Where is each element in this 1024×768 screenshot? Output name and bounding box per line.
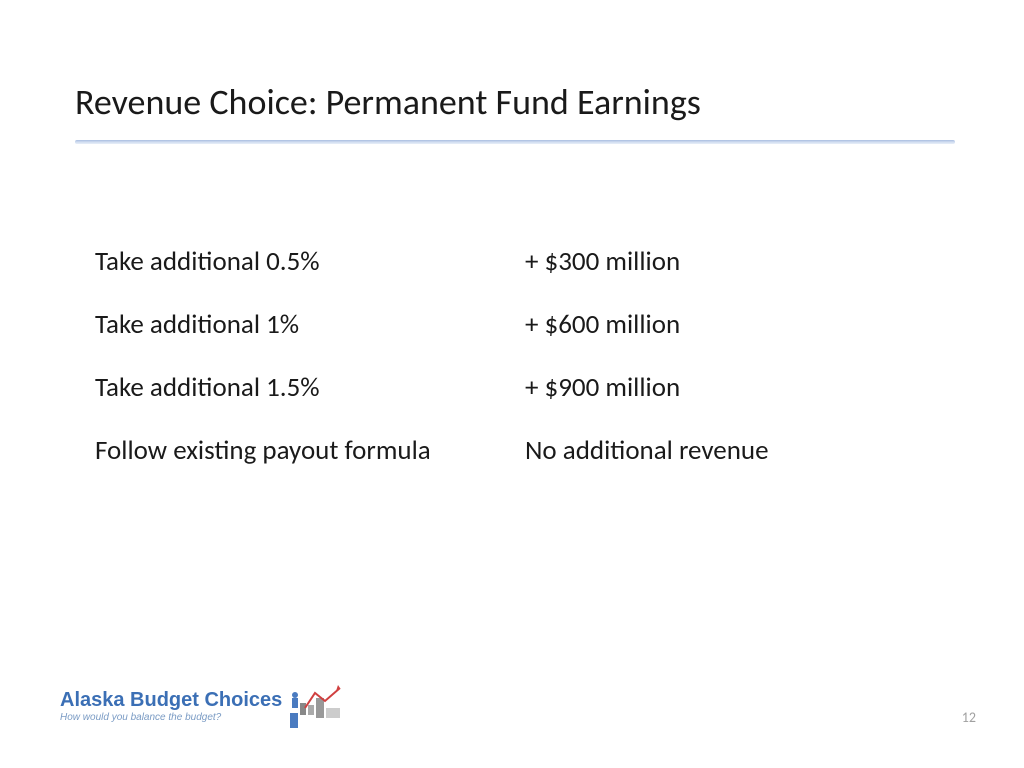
option-label: Take additional 0.5% (95, 245, 525, 278)
logo-text: Alaska Budget Choices How would you bala… (60, 689, 282, 723)
option-label: Take additional 1% (95, 308, 525, 341)
revenue-value: + $900 million (525, 371, 680, 404)
logo-main-text: Alaska Budget Choices (60, 689, 282, 712)
table-row: Take additional 1.5% + $900 million (95, 371, 895, 404)
table-row: Take additional 1% + $600 million (95, 308, 895, 341)
option-label: Follow existing payout formula (95, 434, 525, 467)
table-row: Take additional 0.5% + $300 million (95, 245, 895, 278)
footer-logo: Alaska Budget Choices How would you bala… (60, 683, 370, 728)
option-label: Take additional 1.5% (95, 371, 525, 404)
slide-title: Revenue Choice: Permanent Fund Earnings (75, 80, 701, 124)
revenue-value: + $600 million (525, 308, 680, 341)
logo-tagline-text: How would you balance the budget? (60, 712, 282, 723)
title-underline (75, 140, 955, 144)
revenue-value: + $300 million (525, 245, 680, 278)
options-table: Take additional 0.5% + $300 million Take… (95, 245, 895, 497)
page-number: 12 (962, 709, 976, 726)
revenue-value: No additional revenue (525, 434, 769, 467)
table-row: Follow existing payout formula No additi… (95, 434, 895, 467)
logo-graphic-icon (290, 683, 370, 728)
